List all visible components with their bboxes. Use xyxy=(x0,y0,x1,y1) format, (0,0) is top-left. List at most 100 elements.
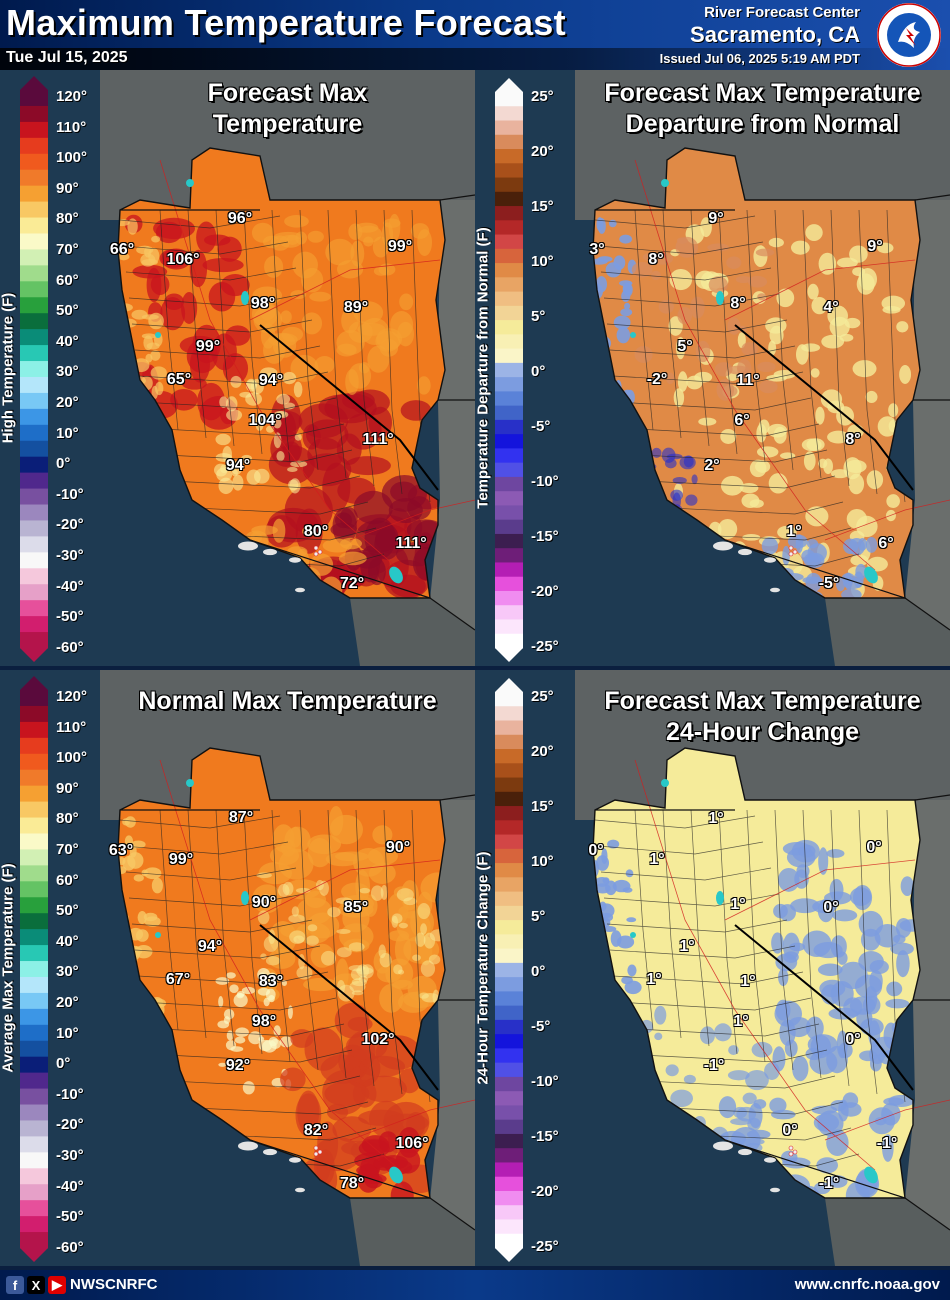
page-title: Maximum Temperature Forecast xyxy=(6,2,566,43)
legend-tick-label: -10° xyxy=(531,1073,559,1090)
map-value-label: 65° xyxy=(166,371,192,388)
avg-temp-legend: Average Max Temperature (F) 120° 110° 100°… xyxy=(0,670,100,1266)
map-value-label: 104° xyxy=(248,412,282,429)
change-panel: 24-Hour Temperature Change (F) 25° 20° 15°… xyxy=(475,670,950,1266)
legend-tick-label: -40° xyxy=(56,577,84,595)
legend-tick-label: 10° xyxy=(531,253,554,270)
legend-tick-label: -25° xyxy=(531,638,559,655)
panel-title-line1: Normal Max Temperature xyxy=(138,687,437,715)
nws-logo-icon xyxy=(877,3,941,67)
legend-tick-label: 80° xyxy=(56,210,79,228)
legend-axis-label: High Temperature (F) xyxy=(0,292,17,444)
high-temp-legend: High Temperature (F) 120° 110° 100° 90° 80° 7… xyxy=(0,70,100,666)
legend-tick-label: 30° xyxy=(56,963,79,981)
legend-tick-label: -5° xyxy=(531,1018,551,1035)
map-value-label: 99° xyxy=(387,238,413,255)
map-value-label: 94° xyxy=(197,938,223,955)
departure-panel: Temperature Departure from Normal (F) 25… xyxy=(475,70,950,666)
map-value-label: 8° xyxy=(845,431,861,448)
map-value-label: 99° xyxy=(195,338,221,355)
map-value-label: 1° xyxy=(646,971,662,988)
legend-tick-label: -25° xyxy=(531,1238,559,1255)
change-legend: 24-Hour Temperature Change (F) 25° 20° 15°… xyxy=(475,670,575,1266)
legend-tick-label: -50° xyxy=(56,608,84,626)
departure-colorbar xyxy=(495,78,523,662)
social-links: f X ▶ xyxy=(6,1276,66,1294)
map-value-label: 1° xyxy=(708,810,724,827)
map-value-label: 1° xyxy=(679,938,695,955)
legend-tick-label: 50° xyxy=(56,902,79,920)
legend-tick-label: 20° xyxy=(531,743,554,760)
map-value-label: 0° xyxy=(782,1122,798,1139)
legend-tick-label: 30° xyxy=(56,363,79,381)
valid-date: Tue Jul 15, 2025 xyxy=(6,49,128,66)
legend-tick-label: -20° xyxy=(56,516,84,534)
map-value-label: 106° xyxy=(395,1135,429,1152)
map-value-label: -1° xyxy=(818,1175,840,1192)
legend-tick-label: 25° xyxy=(531,688,554,705)
departure-legend: Temperature Departure from Normal (F) 25… xyxy=(475,70,575,666)
map-value-label: 2° xyxy=(704,457,720,474)
social-handle[interactable]: NWSCNRFC xyxy=(70,1276,158,1293)
map-value-label: 9° xyxy=(708,210,724,227)
website-link[interactable]: www.cnrfc.noaa.gov xyxy=(794,1276,940,1293)
legend-tick-label: 90° xyxy=(56,779,79,797)
normal-max-panel: Average Max Temperature (F) 120° 110° 100°… xyxy=(0,670,475,1266)
map-value-label: 67° xyxy=(165,971,191,988)
youtube-icon[interactable]: ▶ xyxy=(48,1276,66,1294)
legend-tick-label: -60° xyxy=(56,1238,84,1256)
panel-title-line2: 24-Hour Change xyxy=(665,718,860,746)
legend-tick-label: -20° xyxy=(56,1116,84,1134)
panel-title: Forecast Max Temperature xyxy=(100,78,475,140)
legend-tick-label: 40° xyxy=(56,932,79,950)
map-value-label: 8° xyxy=(730,295,746,312)
map-value-label: 0° xyxy=(823,899,839,916)
legend-tick-label: -10° xyxy=(56,1085,84,1103)
legend-axis-label: 24-Hour Temperature Change (F) xyxy=(475,851,492,1085)
legend-tick-label: -15° xyxy=(531,528,559,545)
legend-tick-label: 0° xyxy=(531,963,546,980)
legend-axis-label: Average Max Temperature (F) xyxy=(0,863,17,1073)
legend-tick-label: 5° xyxy=(531,308,546,325)
legend-tick-label: 5° xyxy=(531,908,546,925)
legend-tick-label: 10° xyxy=(56,1024,79,1042)
map-value-label: 1° xyxy=(649,851,665,868)
map-value-label: -1° xyxy=(703,1057,725,1074)
map-value-label: 111° xyxy=(395,535,427,552)
legend-tick-label: -60° xyxy=(56,638,84,656)
map-value-label: 99° xyxy=(168,851,194,868)
legend-tick-label: 15° xyxy=(531,198,554,215)
legend-tick-label: 25° xyxy=(531,88,554,105)
legend-tick-label: 110° xyxy=(56,118,87,136)
legend-tick-label: -30° xyxy=(56,1147,84,1164)
legend-tick-label: 20° xyxy=(531,143,554,160)
change-colorbar xyxy=(495,678,523,1262)
map-value-label: 3° xyxy=(589,241,605,258)
facebook-icon[interactable]: f xyxy=(6,1276,24,1294)
map-value-label: 98° xyxy=(250,295,276,312)
map-value-label: 90° xyxy=(385,839,411,856)
legend-tick-label: -10° xyxy=(531,473,559,490)
issued-time: Issued Jul 06, 2025 5:19 AM PDT xyxy=(659,51,860,66)
legend-tick-label: -20° xyxy=(531,1183,559,1200)
forecast-max-map xyxy=(100,70,475,666)
date-band xyxy=(0,48,950,70)
map-value-label: 5° xyxy=(677,338,693,355)
legend-tick-label: 60° xyxy=(56,271,79,289)
legend-tick-label: 0° xyxy=(531,363,546,380)
legend-tick-label: 120° xyxy=(56,688,88,705)
legend-tick-label: -5° xyxy=(531,418,551,435)
panel-title-line2: Departure from Normal xyxy=(625,110,900,138)
map-value-label: 11° xyxy=(736,372,760,389)
legend-tick-label: 20° xyxy=(56,994,79,1011)
x-icon[interactable]: X xyxy=(27,1276,45,1294)
map-value-label: 66° xyxy=(109,241,135,258)
map-value-label: 1° xyxy=(786,523,802,540)
legend-tick-label: 70° xyxy=(56,841,79,858)
legend-tick-label: 40° xyxy=(56,332,79,350)
map-value-label: 106° xyxy=(166,251,200,268)
legend-tick-label: 120° xyxy=(56,88,88,105)
legend-tick-label: 70° xyxy=(56,241,79,258)
map-value-label: 90° xyxy=(251,894,277,911)
legend-tick-label: 10° xyxy=(531,853,554,870)
